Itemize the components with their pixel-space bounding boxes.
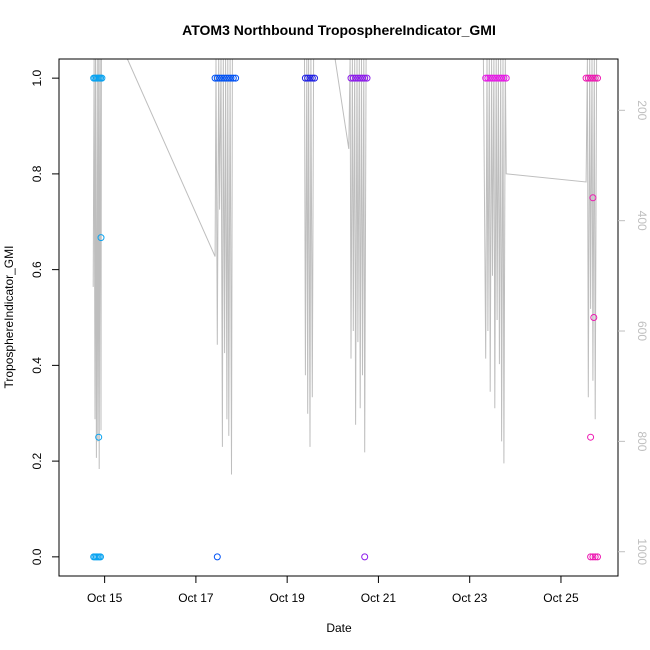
data-point	[589, 553, 597, 561]
data-point	[587, 433, 595, 441]
data-point	[361, 74, 369, 82]
plot-frame	[58, 58, 619, 577]
data-point	[584, 74, 592, 82]
data-point	[232, 74, 240, 82]
data-point	[301, 74, 309, 82]
data-point	[495, 74, 503, 82]
y-tick-label: 0.8	[30, 165, 44, 182]
data-point	[361, 553, 369, 561]
data-point	[308, 74, 316, 82]
chart-title: ATOM3 Northbound TroposphereIndicator_GM…	[182, 22, 496, 38]
right-tick-label: 600	[635, 321, 649, 341]
data-point	[354, 74, 362, 82]
data-point	[591, 74, 599, 82]
data-point	[493, 74, 501, 82]
data-point	[223, 74, 230, 82]
profile-line	[92, 58, 598, 475]
data-point	[587, 553, 595, 561]
data-point	[500, 74, 508, 82]
data-point	[97, 553, 104, 561]
data-point	[489, 74, 496, 82]
x-tick-label: Oct 25	[543, 591, 579, 605]
x-tick-label: Oct 17	[178, 591, 214, 605]
data-point	[211, 74, 219, 82]
right-tick-label: 400	[635, 211, 649, 231]
data-point	[213, 553, 221, 561]
x-tick-label: Oct 21	[361, 591, 397, 605]
y-axis-label: TroposphereIndicator_GMI	[2, 246, 16, 389]
data-point	[220, 74, 228, 82]
x-tick-label: Oct 23	[452, 591, 488, 605]
data-point	[229, 74, 237, 82]
data-point	[498, 74, 506, 82]
data-point	[225, 74, 233, 82]
data-point	[482, 74, 490, 82]
right-axis: 200 400 600 800 1000	[618, 100, 649, 565]
data-point	[502, 74, 510, 82]
data-point	[491, 74, 499, 82]
data-point	[311, 74, 318, 82]
x-tick-label: Oct 15	[87, 591, 123, 605]
data-point	[590, 314, 598, 321]
data-point	[359, 74, 366, 82]
data-point	[356, 74, 364, 82]
y-tick-label: 0.6	[30, 261, 44, 278]
data-point	[591, 553, 599, 561]
right-tick-label: 1000	[635, 538, 649, 565]
data-point	[349, 74, 357, 82]
data-point	[95, 433, 103, 441]
data-point	[352, 74, 360, 82]
y-tick-label: 1.0	[30, 69, 44, 86]
y-axis: 0.0 0.2 0.4 0.6 0.8 1.0	[30, 69, 59, 565]
data-point	[589, 74, 597, 82]
x-axis-label: Date	[326, 621, 352, 635]
y-tick-label: 0.0	[30, 548, 44, 565]
data-point	[218, 74, 226, 82]
y-tick-label: 0.2	[30, 452, 44, 469]
data-point	[484, 74, 492, 82]
right-tick-label: 800	[635, 431, 649, 451]
data-point	[347, 74, 355, 82]
x-axis: Oct 15 Oct 17 Oct 19 Oct 21 Oct 23 Oct 25	[87, 575, 579, 605]
data-point	[306, 74, 314, 82]
data-point	[227, 74, 235, 82]
data-point	[582, 74, 590, 82]
profile-line-layer	[92, 58, 598, 475]
data-point	[594, 74, 601, 82]
x-tick-label: Oct 19	[269, 591, 305, 605]
data-point	[486, 74, 494, 82]
right-tick-label: 200	[635, 100, 649, 120]
data-point	[589, 194, 597, 202]
data-point	[304, 74, 312, 82]
data-point	[97, 234, 105, 242]
data-point	[594, 553, 601, 561]
y-tick-label: 0.4	[30, 357, 44, 374]
data-points-layer	[90, 74, 601, 561]
data-point	[213, 74, 221, 82]
data-point	[363, 74, 371, 82]
data-point	[587, 74, 595, 82]
data-point	[216, 74, 224, 82]
data-point	[98, 74, 106, 82]
